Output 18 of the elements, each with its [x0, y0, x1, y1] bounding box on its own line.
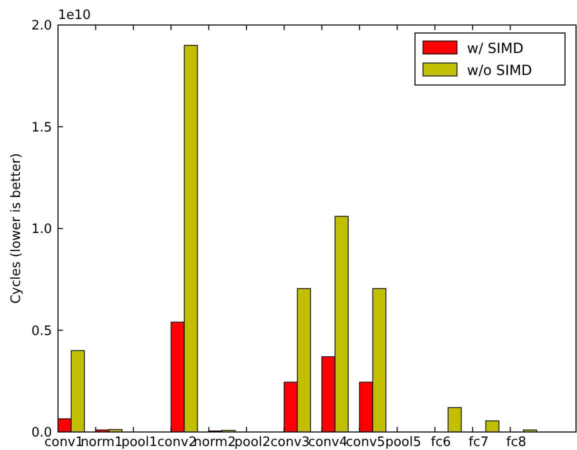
x-tick-label: conv4	[308, 435, 348, 450]
y-tick-label: 0.5	[31, 324, 52, 339]
x-tick-label: conv5	[346, 435, 386, 450]
y-axis-title: Cycles (lower is better)	[9, 153, 24, 304]
x-tick-label: norm1	[80, 435, 123, 450]
legend-label: w/o SIMD	[467, 62, 532, 79]
x-tick-label: pool1	[121, 435, 158, 450]
x-tick-label: fc6	[430, 435, 451, 450]
x-tick-label: fc7	[468, 435, 489, 450]
x-tick-label: pool5	[385, 435, 422, 450]
x-tick-label: conv3	[270, 435, 310, 450]
legend-label: w/ SIMD	[467, 40, 524, 57]
y-tick-label: 1.5	[31, 120, 52, 136]
y-tick-label: 1.0	[31, 222, 52, 238]
text: 1e10	[58, 8, 91, 23]
x-tick-label: fc8	[506, 435, 526, 450]
x-tick-label: pool2	[234, 435, 270, 450]
y-tick-label: 2.0	[31, 18, 52, 34]
